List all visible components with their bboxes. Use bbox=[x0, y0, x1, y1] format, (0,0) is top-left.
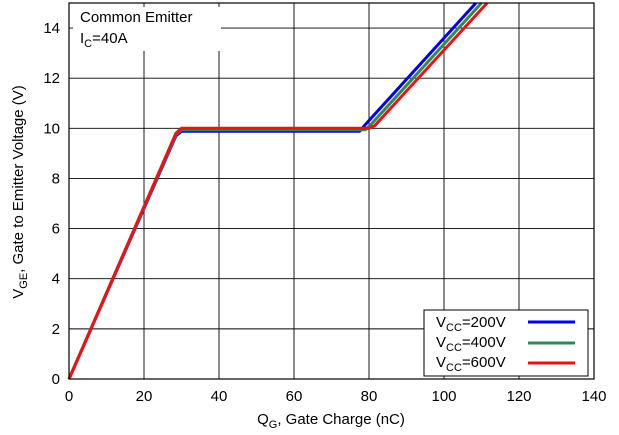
y-tick-label: 0 bbox=[52, 371, 60, 388]
y-tick-label: 6 bbox=[52, 221, 60, 238]
x-tick-label: 120 bbox=[506, 388, 531, 405]
y-tick-label: 14 bbox=[43, 20, 60, 37]
x-axis-label: QG, Gate Charge (nC) bbox=[257, 411, 405, 431]
y-tick-label: 4 bbox=[52, 271, 60, 288]
annotation-line1: Common Emitter bbox=[80, 9, 193, 26]
x-tick-label: 140 bbox=[581, 388, 606, 405]
x-tick-label: 80 bbox=[361, 388, 378, 405]
grid bbox=[69, 3, 594, 379]
legend-label-vcc-600: VCC=600V bbox=[436, 354, 506, 374]
legend-item-vcc-400: VCC=400V bbox=[436, 334, 575, 354]
annotation-box: Common Emitter IC=40A bbox=[73, 7, 221, 51]
x-ticks: 0 20 40 60 80 100 120 140 bbox=[65, 388, 607, 405]
annotation-line2: IC=40A bbox=[80, 30, 128, 50]
series-line-vcc-200v bbox=[67, 1, 478, 380]
x-tick-label: 20 bbox=[136, 388, 153, 405]
legend: VCC=200V VCC=400V VCC=600V bbox=[423, 309, 589, 377]
x-tick-label: 40 bbox=[211, 388, 228, 405]
x-tick-label: 60 bbox=[286, 388, 303, 405]
y-tick-label: 10 bbox=[43, 120, 60, 137]
series-group bbox=[67, 1, 489, 380]
y-tick-label: 2 bbox=[52, 321, 60, 338]
x-tick-label: 0 bbox=[65, 388, 73, 405]
x-tick-label: 100 bbox=[431, 388, 456, 405]
series-line-vcc-400v bbox=[67, 1, 483, 380]
legend-item-vcc-600: VCC=600V bbox=[436, 354, 575, 374]
legend-label-vcc-200: VCC=200V bbox=[436, 314, 506, 334]
y-axis-label: VGE, Gate to Emitter Voltage (V) bbox=[10, 85, 30, 299]
plot-frame bbox=[68, 2, 595, 380]
series-line-vcc-600v bbox=[67, 1, 489, 380]
legend-item-vcc-200: VCC=200V bbox=[436, 314, 575, 334]
y-tick-label: 12 bbox=[43, 70, 60, 87]
legend-label-vcc-400: VCC=400V bbox=[436, 334, 506, 354]
y-tick-label: 8 bbox=[52, 170, 60, 187]
y-ticks: 0 2 4 6 8 10 12 14 bbox=[43, 20, 60, 388]
